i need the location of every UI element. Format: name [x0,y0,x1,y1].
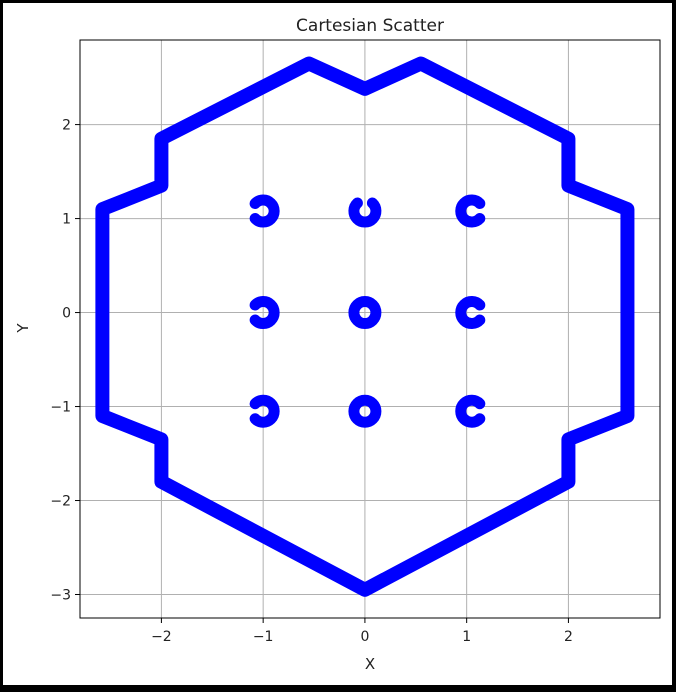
c-shape-cluster [455,394,486,428]
ring-cluster [348,394,382,428]
y-tick-label: 2 [62,118,71,134]
y-tick-label: −1 [50,400,71,416]
x-tick-label: 0 [360,629,369,645]
c-shape-cluster [455,296,486,329]
y-tick-label: −2 [50,494,71,510]
c-shape-cluster [249,194,280,228]
x-tick-label: 2 [564,629,573,645]
c-shape-cluster [249,296,280,329]
data-marks [95,56,635,597]
c-shape-cluster [455,194,486,228]
x-tick-label: 1 [462,629,471,645]
y-tick-label: 1 [62,212,71,228]
axis-ticks: −2 −1 0 1 2 −3 −2 −1 0 1 2 [50,118,573,645]
x-tick-label: −1 [253,629,274,645]
y-axis-label: Y [14,323,32,334]
hexagon-outline-series [95,56,635,597]
y-tick-label: 0 [62,306,71,322]
chart-title: Cartesian Scatter [296,16,444,36]
c-shape-cluster [348,197,382,228]
x-axis-label: X [365,655,375,673]
c-shape-cluster [249,394,280,428]
y-tick-label: −3 [50,588,71,604]
ring-cluster [348,296,382,330]
x-tick-label: −2 [151,629,172,645]
plot-area-border [79,39,661,619]
